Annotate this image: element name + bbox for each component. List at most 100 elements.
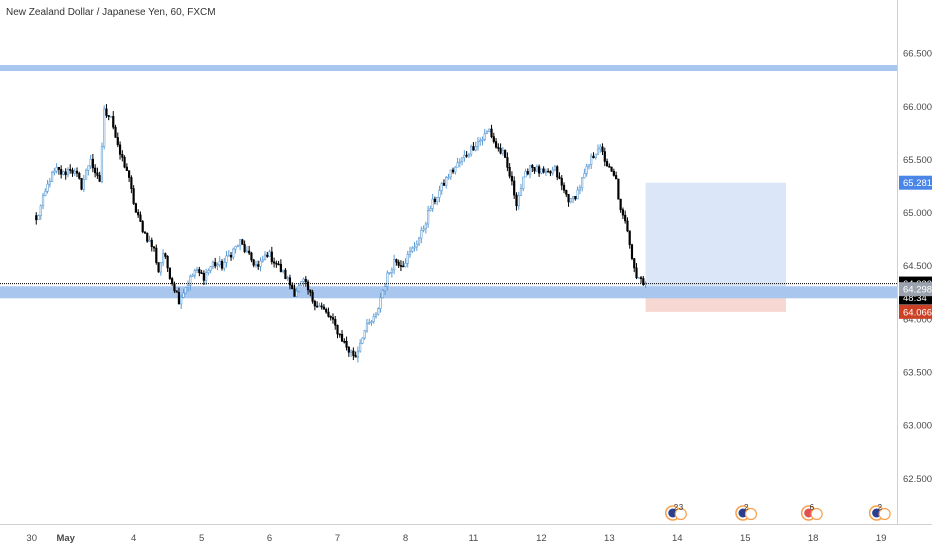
candle-down	[608, 165, 611, 168]
candle-down	[621, 209, 625, 216]
candle-up	[182, 292, 185, 298]
candle-down	[626, 220, 629, 232]
candle-down	[492, 136, 495, 142]
resistance-line[interactable]	[0, 65, 897, 72]
candle-down	[510, 175, 514, 182]
candle-down	[565, 189, 568, 195]
candle-down	[137, 211, 140, 216]
time-tick-label: 8	[403, 533, 408, 544]
event-marker[interactable]: 2	[735, 503, 758, 521]
candle-up	[82, 179, 85, 190]
candle-up	[356, 350, 359, 358]
candle-down	[130, 177, 133, 189]
time-axis[interactable]: 30 May 4 5 6 7 8 11 12 13 14 15 18 19	[26, 533, 886, 544]
candle-down	[343, 340, 346, 343]
candle-down	[526, 171, 529, 175]
candle-down	[139, 214, 142, 222]
candle-down	[134, 203, 138, 213]
candle-down	[334, 318, 337, 326]
candle-down	[451, 169, 455, 173]
candle-down	[399, 265, 403, 267]
candle-down	[202, 273, 205, 281]
candle-down	[248, 250, 251, 254]
candle-down	[402, 265, 405, 268]
candle-up	[48, 181, 51, 185]
candle-down	[442, 183, 446, 186]
event-count: 6	[810, 503, 815, 512]
candle-down	[490, 128, 493, 137]
candle-down	[309, 289, 312, 293]
price-tick-label: 63.500	[903, 368, 932, 379]
candle-up	[286, 277, 289, 280]
candle-down	[617, 178, 620, 200]
candle-down	[472, 146, 475, 151]
candle-up	[388, 272, 391, 274]
candle-down	[116, 137, 119, 146]
candle-up	[62, 171, 65, 175]
candle-down	[118, 144, 122, 155]
candle-up	[234, 246, 237, 250]
candle-up	[420, 229, 423, 239]
event-marker[interactable]: 2	[868, 503, 891, 521]
event-marker[interactable]: 6	[800, 503, 823, 521]
candle-up	[193, 270, 196, 276]
flag-icon-secondary	[810, 507, 823, 521]
candle-down	[198, 269, 201, 274]
candle-up	[393, 259, 396, 271]
candle-up	[415, 243, 418, 248]
candle-down	[558, 176, 561, 179]
candle-up	[383, 286, 387, 292]
price-axis[interactable]: 66.500 66.000 65.500 65.000 64.500 64.000 63.5…	[903, 49, 932, 485]
candle-down	[592, 155, 595, 159]
candles-layer	[35, 104, 647, 363]
candle-down	[313, 301, 316, 307]
candle-up	[318, 305, 321, 308]
support-zone[interactable]	[0, 286, 897, 299]
candle-up	[216, 264, 219, 267]
candle-up	[84, 169, 88, 180]
candle-up	[456, 162, 459, 168]
candle-down	[277, 263, 280, 266]
candle-up	[551, 169, 554, 174]
candle-up	[411, 247, 414, 252]
candle-down	[547, 170, 550, 173]
candle-up	[447, 176, 450, 179]
price-tick-label: 64.000	[903, 314, 932, 325]
time-tick-label: 30	[26, 533, 37, 544]
candle-up	[87, 165, 90, 171]
candle-up	[427, 210, 430, 225]
entry-price-label: 64.298	[903, 285, 932, 296]
candle-up	[239, 239, 242, 247]
candle-down	[531, 165, 534, 168]
candle-down	[121, 154, 124, 158]
candle-up	[350, 350, 353, 353]
candle-up	[374, 313, 378, 317]
candle-down	[635, 267, 638, 278]
candle-down	[556, 166, 559, 178]
candle-up	[422, 228, 425, 231]
flag-icon-secondary	[674, 507, 687, 521]
candle-down	[128, 170, 131, 178]
candle-up	[363, 330, 366, 339]
candle-down	[157, 262, 160, 273]
candle-down	[513, 180, 516, 196]
candle-down	[272, 261, 276, 264]
candle-up	[501, 150, 504, 154]
candle-up	[479, 139, 482, 143]
candle-up	[268, 251, 271, 257]
candle-down	[200, 272, 203, 275]
event-count: 2	[674, 503, 679, 512]
candle-down	[567, 194, 570, 203]
candle-up	[368, 322, 371, 325]
candle-down	[132, 188, 135, 204]
target-zone[interactable]	[645, 182, 787, 288]
candle-down	[316, 305, 319, 308]
candle-up	[436, 197, 439, 202]
event-count: 2	[878, 503, 883, 512]
time-tick-label: 12	[536, 533, 547, 544]
candle-down	[497, 146, 500, 149]
candle-up	[476, 141, 480, 147]
